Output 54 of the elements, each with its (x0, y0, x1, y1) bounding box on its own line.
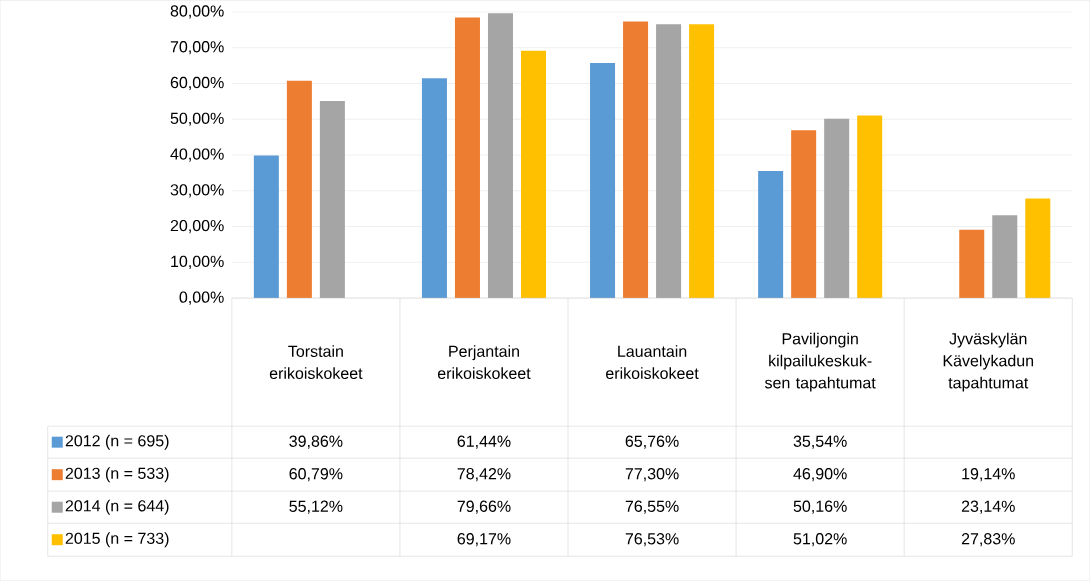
y-tick-label: 40,00% (170, 148, 224, 162)
data-label: 69,17% (457, 533, 511, 547)
legend-label: 2013 (n = 533) (65, 467, 169, 483)
bar (656, 24, 682, 299)
bar (286, 80, 312, 299)
data-label: 50,16% (793, 500, 847, 514)
x-tick-label: Perjantain erikoiskokeet (437, 345, 531, 380)
y-tick-label: 50,00% (170, 112, 224, 126)
data-label: 76,55% (625, 500, 679, 514)
bar (319, 100, 345, 299)
y-tick-label: 80,00% (170, 5, 224, 19)
legend-label: 2015 (n = 733) (65, 532, 169, 548)
data-label: 61,44% (457, 435, 511, 449)
data-label: 27,83% (961, 533, 1015, 547)
y-tick-label: 20,00% (170, 219, 224, 234)
legend-label: 2012 (n = 695) (65, 434, 169, 450)
x-tick-label: Torstain erikoiskokeet (269, 345, 363, 380)
bar (992, 215, 1018, 299)
bar (454, 17, 480, 299)
bar (758, 171, 784, 299)
data-label: 35,54% (793, 435, 847, 449)
y-tick-label: 0,00% (179, 291, 224, 305)
data-label: 79,66% (457, 500, 511, 514)
data-label: 78,42% (457, 468, 511, 482)
bar (1025, 198, 1051, 299)
bar (791, 130, 817, 299)
y-tick-label: 60,00% (170, 76, 224, 91)
bar (623, 21, 649, 299)
data-label: 46,90% (793, 468, 847, 482)
bar (421, 78, 447, 299)
data-label: 19,14% (962, 468, 1015, 482)
y-tick-label: 10,00% (171, 255, 224, 269)
data-label: 77,30% (625, 468, 679, 482)
data-label: 51,02% (793, 533, 847, 547)
data-label: 76,53% (625, 533, 679, 547)
legend-label: 2014 (n = 644) (65, 499, 169, 515)
bar (590, 62, 616, 299)
bar (857, 115, 883, 299)
data-label: 60,79% (289, 468, 343, 482)
data-label: 23,14% (961, 500, 1015, 514)
x-tick-label: Jyväskylän Kävelykadun tapahtumat (943, 332, 1034, 392)
x-tick-label: Lauantain erikoiskokeet (606, 345, 699, 380)
y-tick-label: 70,00% (170, 41, 224, 55)
data-label: 55,12% (289, 500, 343, 514)
bar (824, 118, 850, 299)
data-label: 65,76% (625, 435, 679, 449)
y-tick-label: 30,00% (170, 184, 224, 198)
x-tick-label: Paviljongin kilpailukeskuk-sen tapahtumat (764, 332, 876, 392)
bar (959, 229, 985, 299)
bar (520, 50, 547, 299)
bar (487, 13, 513, 299)
bar (689, 24, 715, 299)
data-label: 39,86% (289, 435, 343, 449)
bar (253, 155, 279, 299)
